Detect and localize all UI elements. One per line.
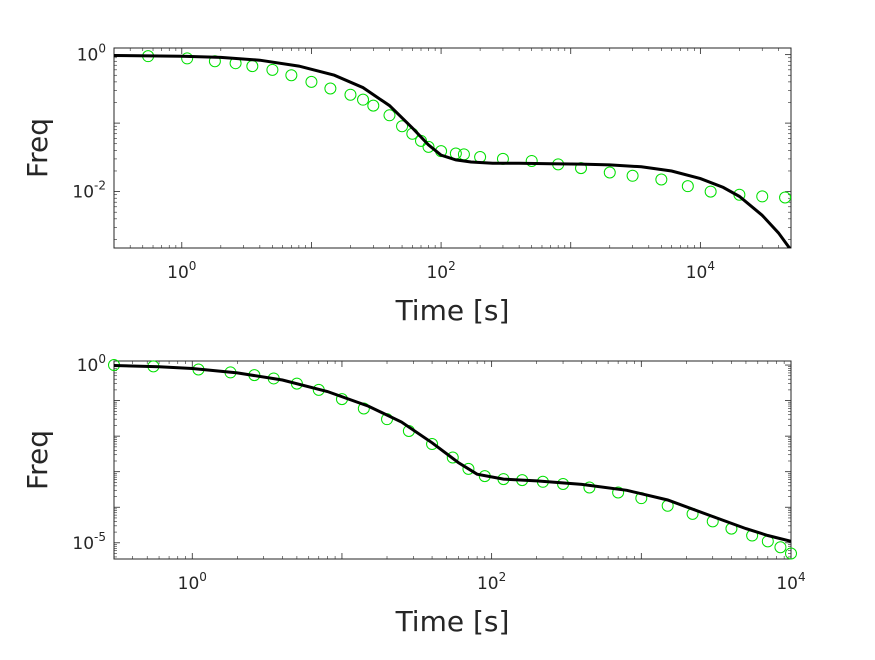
top-y-tick-label: 100: [77, 42, 106, 66]
bottom-x-tick-label: 104: [776, 570, 805, 594]
top-data-point: [457, 148, 470, 161]
bottom-data-point: [774, 541, 787, 554]
bottom-data-point: [612, 486, 625, 499]
top-x-tick-label: 100: [167, 259, 196, 283]
top-data-point: [396, 120, 409, 133]
top-data-point: [756, 190, 769, 203]
top-fit-line: [114, 54, 791, 248]
bottom-data-point: [785, 547, 797, 560]
bottom-data-point: [426, 438, 439, 451]
top-y-tick-label: 10-2: [72, 179, 106, 203]
top-data-point: [779, 191, 792, 204]
top-data-point: [626, 169, 639, 182]
top-data-point: [655, 173, 668, 186]
top-data-point: [285, 69, 298, 82]
bottom-fit-line: [114, 364, 791, 543]
bottom-x-axis-label: Time [s]: [395, 605, 510, 638]
top-x-tick-label: 102: [426, 259, 455, 283]
bottom-data-point: [462, 462, 475, 475]
top-x-tick-label: 104: [686, 259, 715, 283]
bottom-y-axis-label: Freq: [21, 430, 54, 490]
top-data-point: [367, 99, 380, 112]
top-data-point: [704, 185, 717, 198]
bottom-x-tick-label: 102: [477, 570, 506, 594]
top-data-point: [422, 140, 435, 153]
top-x-axis-label: Time [s]: [395, 294, 510, 327]
bottom-y-tick-label: 10-5: [72, 530, 106, 554]
bottom-axes-frame: [113, 360, 792, 560]
top-data-point: [266, 63, 279, 76]
top-data-point: [246, 60, 259, 73]
top-y-axis-label: Freq: [21, 118, 54, 178]
top-data-point: [344, 88, 357, 101]
top-data-point: [603, 166, 616, 179]
bottom-plot-panel: 100 102 104 10-5 100 Time [s] Freq: [21, 352, 806, 638]
top-data-point: [324, 82, 337, 95]
top-data-point: [357, 93, 370, 106]
bottom-x-tick-label: 100: [178, 570, 207, 594]
bottom-data-point: [446, 451, 459, 464]
top-data-point: [383, 109, 396, 122]
top-plot-panel: 100 102 104 10-2 100 Time [s] Freq: [21, 42, 792, 327]
bottom-y-tick-label: 100: [77, 352, 106, 376]
top-data-point: [681, 180, 694, 193]
top-axes-frame: [113, 47, 792, 249]
top-data-point: [181, 52, 194, 65]
top-data-point: [525, 154, 538, 167]
top-data-point: [305, 75, 318, 88]
